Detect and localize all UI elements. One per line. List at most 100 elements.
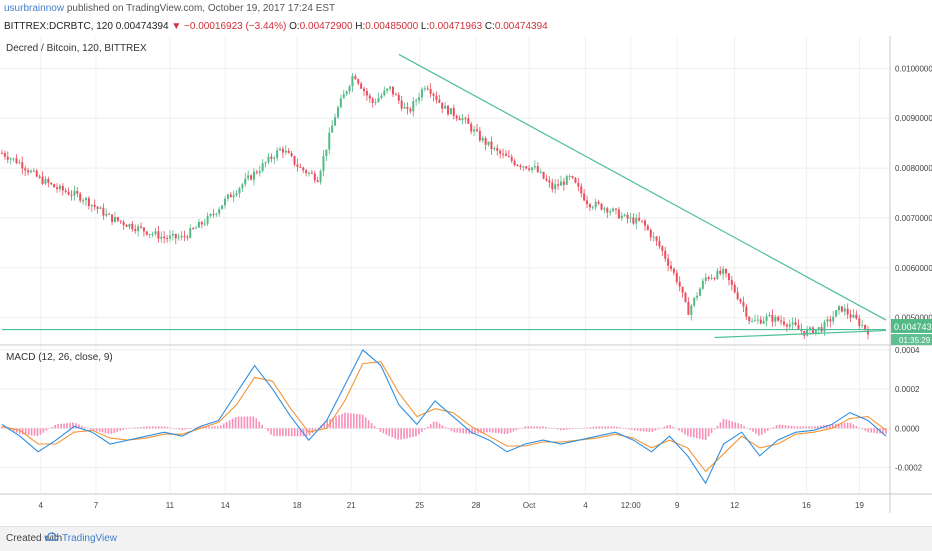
candle-body bbox=[704, 277, 707, 281]
candle-body bbox=[513, 160, 516, 166]
candle-body bbox=[99, 207, 102, 209]
candle-body bbox=[609, 211, 612, 213]
candle-body bbox=[232, 195, 235, 198]
candle-body bbox=[305, 170, 308, 174]
macd-histogram-bar bbox=[749, 428, 751, 430]
candle-body bbox=[739, 299, 742, 302]
tradingview-link[interactable]: TradingView bbox=[62, 533, 118, 544]
high-label: H: bbox=[355, 21, 366, 32]
macd-tick-label: -0.0002 bbox=[895, 464, 923, 473]
candle-body bbox=[394, 94, 397, 96]
candle-body bbox=[6, 156, 9, 160]
macd-histogram-bar bbox=[766, 428, 769, 431]
macd-histogram-bar bbox=[716, 425, 719, 429]
candle-body bbox=[667, 258, 670, 266]
macd-histogram-bar bbox=[89, 428, 92, 430]
candle-body bbox=[87, 198, 90, 207]
macd-histogram-bar bbox=[397, 428, 399, 440]
macd-histogram-bar bbox=[530, 426, 533, 429]
macd-histogram-bar bbox=[861, 428, 864, 430]
macd-histogram-bar bbox=[15, 428, 18, 433]
candle-body bbox=[128, 223, 131, 227]
candle-body bbox=[108, 213, 111, 215]
trendlines[interactable] bbox=[2, 53, 887, 339]
down-arrow-icon: ▼ bbox=[171, 21, 182, 32]
candle-body bbox=[591, 207, 594, 209]
macd-histogram-bar bbox=[113, 428, 116, 433]
candle-body bbox=[403, 107, 406, 109]
macd-histogram-bar bbox=[418, 428, 420, 435]
author-link[interactable]: usurbrainnow bbox=[4, 3, 65, 14]
candle-body bbox=[415, 100, 418, 102]
candle-body bbox=[206, 216, 209, 224]
candle-body bbox=[131, 223, 134, 230]
candle-body bbox=[212, 214, 215, 216]
macd-histogram-bar bbox=[719, 422, 722, 429]
time-axis[interactable]: 4 7 11 14 18 21 25 28 Oct 4 12:00 9 12 16 19 bbox=[38, 501, 864, 510]
candle-body bbox=[168, 235, 171, 239]
macd-histogram-bar bbox=[13, 428, 15, 432]
candle-body bbox=[84, 198, 87, 201]
macd-histogram-bar bbox=[134, 427, 136, 429]
macd-histogram-bar bbox=[483, 428, 485, 433]
macd-histogram-bar bbox=[613, 426, 615, 429]
tradingview-cloud-icon[interactable] bbox=[45, 530, 59, 544]
macd-histogram-bar bbox=[243, 416, 246, 429]
macd-histogram-bar bbox=[45, 428, 48, 431]
macd-histogram-bar bbox=[361, 414, 364, 429]
candle-body bbox=[423, 88, 426, 90]
candle-body bbox=[464, 118, 467, 120]
candle-body bbox=[360, 83, 363, 89]
macd-histogram-bar bbox=[110, 428, 113, 434]
macd-histogram-bar bbox=[373, 426, 376, 429]
macd-histogram-bar bbox=[101, 428, 104, 433]
macd-histogram-bar bbox=[840, 423, 843, 429]
candle-body bbox=[400, 100, 403, 109]
created-with-text: Created with bbox=[6, 533, 63, 544]
candle-body bbox=[452, 108, 455, 116]
macd-histogram-bar bbox=[217, 426, 219, 429]
macd-histogram-bar bbox=[743, 425, 745, 429]
candle-body bbox=[441, 102, 444, 109]
candle-body bbox=[27, 170, 30, 173]
macd-histogram-bar bbox=[10, 428, 12, 431]
macd-histogram-bar bbox=[181, 428, 184, 431]
candle-body bbox=[12, 158, 15, 160]
candle-body bbox=[493, 147, 496, 150]
macd-histogram-bar bbox=[258, 421, 261, 429]
macd-histogram-bar bbox=[264, 428, 266, 429]
candle-body bbox=[516, 165, 519, 167]
macd-histogram-bar bbox=[21, 428, 24, 435]
macd-histogram-bar bbox=[799, 426, 802, 429]
candle-body bbox=[742, 301, 745, 307]
candle-body bbox=[837, 306, 840, 311]
candle-body bbox=[142, 227, 145, 232]
macd-axis[interactable]: 0.0004 0.0002 0.0000 -0.0002 bbox=[895, 346, 923, 473]
macd-histogram-bar bbox=[568, 428, 571, 430]
candle-body bbox=[354, 76, 357, 80]
candle-body bbox=[322, 155, 325, 172]
candle-body bbox=[145, 231, 148, 235]
macd-histogram-bar bbox=[219, 425, 222, 429]
candle-body bbox=[646, 225, 649, 230]
macd-histogram-bar bbox=[562, 428, 565, 431]
macd-tick-label: 0.0000 bbox=[895, 424, 920, 433]
candle-body bbox=[473, 129, 476, 132]
macd-histogram-bar bbox=[285, 428, 287, 437]
candle-body bbox=[241, 184, 244, 189]
macd-histogram-bar bbox=[506, 428, 509, 435]
candle-body bbox=[261, 163, 264, 171]
time-tick-label: 12 bbox=[730, 501, 739, 510]
candle-body bbox=[696, 295, 699, 298]
candle-body bbox=[641, 220, 644, 222]
candle-body bbox=[502, 153, 505, 155]
macd-histogram-bar bbox=[763, 428, 766, 433]
candle-body bbox=[122, 221, 125, 225]
candle-body bbox=[832, 316, 835, 322]
candle-body bbox=[189, 228, 192, 238]
countdown-tag-text: 01:35:29 bbox=[899, 336, 931, 345]
candle-body bbox=[3, 153, 6, 157]
